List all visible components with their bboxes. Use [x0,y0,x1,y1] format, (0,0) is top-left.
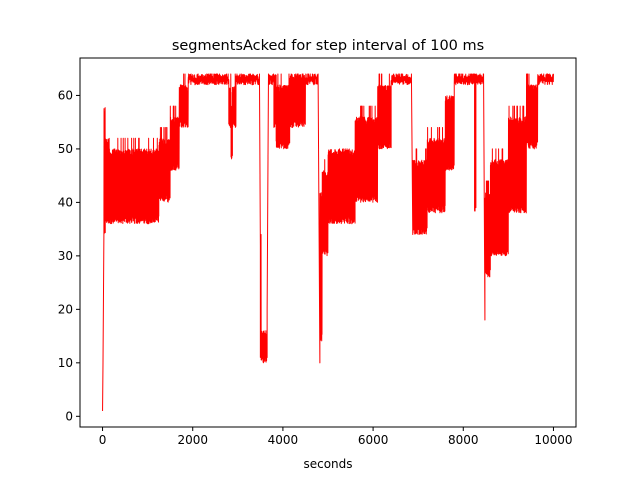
chart-title: segmentsAcked for step interval of 100 m… [172,38,484,54]
x-tick-label: 2000 [177,433,208,447]
x-tick-label: 6000 [358,433,389,447]
y-tick-label: 40 [58,195,73,209]
x-axis: 0 2000 4000 6000 8000 10000 [99,427,573,447]
y-tick-label: 20 [58,302,73,316]
y-tick-label: 0 [65,409,73,423]
x-tick-label: 8000 [448,433,479,447]
x-tick-label: 10000 [534,433,572,447]
x-tick-label: 4000 [268,433,299,447]
series-layer [102,73,554,411]
series-line [102,73,554,411]
y-axis: 0 10 20 30 40 50 60 [58,88,80,423]
y-tick-label: 50 [58,142,73,156]
y-tick-label: 30 [58,249,73,263]
plot-area [79,57,577,428]
x-axis-label: seconds [303,457,352,471]
y-tick-label: 60 [58,88,73,102]
x-tick-label: 0 [99,433,107,447]
y-tick-label: 10 [58,356,73,370]
plot-frame [79,57,577,428]
